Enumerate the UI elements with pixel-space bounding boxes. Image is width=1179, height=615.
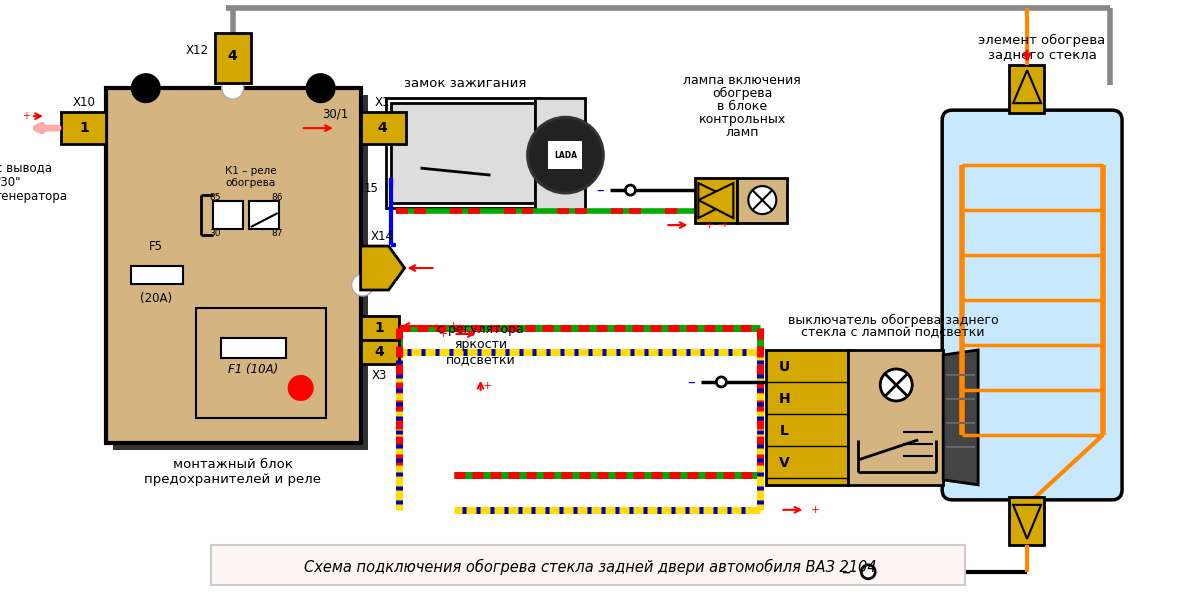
- Text: U: U: [778, 360, 790, 374]
- Text: элемент обогрева: элемент обогрева: [979, 34, 1106, 47]
- Text: +: +: [810, 505, 819, 515]
- Text: 86: 86: [271, 192, 283, 202]
- Bar: [113, 95, 368, 450]
- Bar: [106, 88, 361, 443]
- Circle shape: [717, 377, 726, 387]
- Polygon shape: [1013, 505, 1041, 539]
- Bar: [1009, 497, 1045, 545]
- Text: 30: 30: [209, 229, 220, 237]
- Circle shape: [222, 77, 244, 99]
- Bar: [548, 141, 582, 169]
- Text: L: L: [779, 424, 789, 438]
- Text: "30": "30": [0, 176, 21, 189]
- Text: X12: X12: [185, 44, 209, 57]
- Text: с вывода: с вывода: [0, 162, 52, 175]
- Bar: [211, 545, 966, 585]
- Bar: [61, 112, 106, 144]
- Text: 30/1: 30/1: [323, 108, 349, 121]
- Text: 4: 4: [228, 49, 238, 63]
- Text: X14: X14: [371, 229, 394, 242]
- Text: X1: X1: [375, 96, 390, 109]
- Bar: [1009, 65, 1045, 113]
- Circle shape: [861, 565, 875, 579]
- Bar: [196, 308, 325, 418]
- Text: замок зажигания: замок зажигания: [404, 77, 527, 90]
- Text: 15: 15: [363, 181, 378, 194]
- Bar: [766, 350, 848, 485]
- Text: X10: X10: [72, 96, 95, 109]
- Text: F5: F5: [149, 240, 163, 253]
- Text: LADA: LADA: [554, 151, 577, 160]
- Text: обогрева: обогрева: [225, 178, 276, 188]
- Text: в блоке: в блоке: [717, 100, 768, 113]
- Text: +: +: [440, 329, 448, 339]
- Circle shape: [749, 186, 776, 214]
- Circle shape: [881, 369, 913, 401]
- Bar: [386, 98, 540, 208]
- Circle shape: [307, 74, 335, 102]
- Bar: [390, 103, 535, 203]
- Polygon shape: [698, 183, 733, 218]
- Text: V: V: [779, 456, 790, 470]
- Circle shape: [351, 274, 374, 296]
- Bar: [215, 33, 251, 83]
- Bar: [848, 350, 943, 485]
- Text: контрольных: контрольных: [699, 113, 786, 125]
- Polygon shape: [698, 183, 733, 218]
- Text: выключатель обогрева заднего: выключатель обогрева заднего: [788, 314, 999, 327]
- Text: К1 – реле: К1 – реле: [225, 166, 277, 176]
- Text: ламп: ламп: [725, 125, 759, 138]
- Text: +: +: [22, 111, 29, 121]
- Text: заднего стекла: заднего стекла: [988, 48, 1096, 61]
- Polygon shape: [361, 246, 404, 290]
- Text: с регулятора: с регулятора: [437, 323, 523, 336]
- Text: F1 (10А): F1 (10А): [228, 363, 278, 376]
- Bar: [131, 266, 183, 284]
- Bar: [361, 340, 399, 364]
- Text: предохранителей и реле: предохранителей и реле: [144, 474, 321, 486]
- Polygon shape: [1013, 70, 1041, 103]
- Bar: [737, 178, 788, 223]
- Bar: [696, 178, 737, 223]
- Text: яркости: яркости: [454, 338, 507, 351]
- Bar: [220, 338, 285, 358]
- Text: + →: + →: [705, 220, 727, 230]
- Text: 4: 4: [377, 121, 388, 135]
- Polygon shape: [943, 350, 979, 485]
- Text: 85: 85: [209, 192, 220, 202]
- Bar: [212, 201, 243, 229]
- Text: 4: 4: [375, 345, 384, 359]
- Circle shape: [289, 376, 312, 400]
- Bar: [361, 316, 399, 340]
- Text: Х3: Х3: [371, 370, 387, 383]
- Text: 87: 87: [271, 229, 283, 237]
- Text: (20А): (20А): [140, 292, 172, 304]
- Text: –: –: [842, 563, 850, 581]
- Text: –: –: [687, 375, 696, 389]
- Text: H: H: [778, 392, 790, 406]
- Text: +: +: [448, 321, 457, 331]
- Text: стекла с лампой подсветки: стекла с лампой подсветки: [802, 327, 984, 339]
- Bar: [535, 98, 586, 210]
- Text: –: –: [597, 183, 605, 197]
- Text: Схема подключения обогрева стекла задней двери автомобиля ВАЗ 2104: Схема подключения обогрева стекла задней…: [304, 558, 877, 575]
- Text: +: +: [483, 381, 492, 391]
- Text: генератора: генератора: [0, 189, 68, 202]
- Text: лампа включения: лампа включения: [684, 74, 802, 87]
- Circle shape: [625, 185, 635, 195]
- Bar: [361, 112, 406, 144]
- Circle shape: [527, 117, 604, 193]
- Bar: [249, 201, 278, 229]
- Text: монтажный блок: монтажный блок: [173, 458, 292, 471]
- Text: 1: 1: [375, 321, 384, 335]
- Text: подсветки: подсветки: [446, 354, 515, 367]
- Circle shape: [132, 74, 160, 102]
- Text: 1: 1: [79, 121, 88, 135]
- FancyBboxPatch shape: [942, 110, 1122, 500]
- Text: обогрева: обогрева: [712, 87, 772, 100]
